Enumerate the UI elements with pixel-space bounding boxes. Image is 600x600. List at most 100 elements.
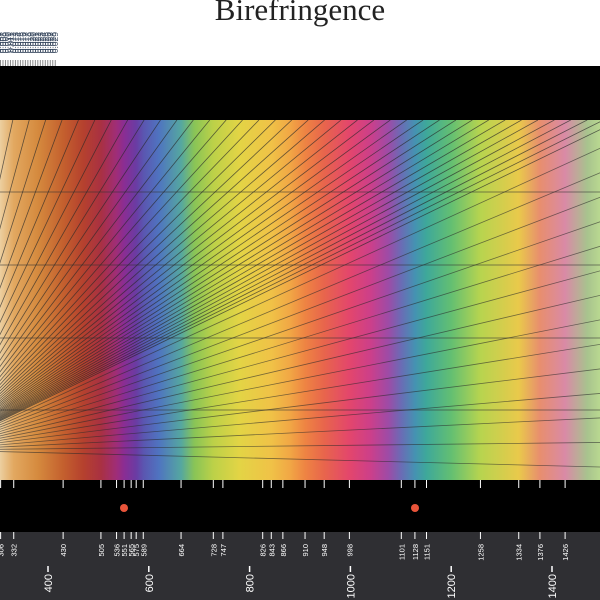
retardation-minor-label: 536 xyxy=(113,544,122,557)
retardation-minor-label: 589 xyxy=(139,544,148,557)
retardation-minor-label: 306 xyxy=(0,544,6,557)
birefringence-line xyxy=(0,120,47,264)
birefringence-line xyxy=(0,120,260,389)
birefringence-line xyxy=(0,120,489,415)
birefringence-line xyxy=(0,120,522,417)
birefringence-tick-label: 0.018 xyxy=(23,32,33,54)
birefringence-line xyxy=(0,120,309,397)
birefringence-line xyxy=(0,245,600,432)
birefringence-tick-label: 0.008 xyxy=(0,32,8,54)
birefringence-tick-label: 0.006 xyxy=(0,32,3,54)
birefringence-scale: 0.006 0.007 0.008 0.009 0.010 0.011 0.012 0.013… xyxy=(0,30,600,66)
retardation-minor-label: 866 xyxy=(279,544,288,557)
birefringence-line xyxy=(0,417,600,448)
birefringence-tick-label: 0.020 xyxy=(28,32,38,54)
retardation-minor-label: 826 xyxy=(259,544,268,557)
birefringence-line xyxy=(0,368,600,444)
retardation-minor-label: 1101 xyxy=(397,544,406,560)
birefringence-line xyxy=(0,120,178,368)
birefringence-tick-label: 0.009 xyxy=(0,32,10,54)
second-order-red-marker xyxy=(410,504,419,512)
top-black-band xyxy=(0,66,600,120)
birefringence-line xyxy=(0,129,600,422)
birefringence-line xyxy=(0,120,473,414)
birefringence-line xyxy=(0,120,96,324)
bottom-black-band xyxy=(0,480,600,532)
retardation-minor-label: 505 xyxy=(97,544,106,557)
birefringence-line xyxy=(0,120,571,420)
birefringence-tick-label: 0.022 xyxy=(33,32,43,54)
birefringence-line xyxy=(0,120,440,411)
birefringence-line xyxy=(0,120,194,373)
birefringence-line xyxy=(0,120,555,419)
birefringence-line xyxy=(0,120,112,336)
retardation-scale: 306 332 430 505 536 551 565 575 589 664 728 747 826 8… xyxy=(0,532,600,600)
birefringence-line xyxy=(0,270,600,435)
retardation-minor-label: 910 xyxy=(301,544,310,557)
retardation-minor-label: 1258 xyxy=(476,544,485,561)
retardation-major-label: 1200 xyxy=(446,574,458,598)
birefringence-line xyxy=(0,120,227,382)
retardation-minor-label: 664 xyxy=(177,544,186,557)
birefringence-line xyxy=(0,120,588,420)
retardation-minor-label: 843 xyxy=(267,544,276,557)
birefringence-line xyxy=(0,120,14,180)
birefringence-line xyxy=(0,451,600,468)
birefringence-line xyxy=(0,120,342,402)
birefringence-line xyxy=(0,120,161,361)
retardation-minor-label: 1376 xyxy=(536,544,545,561)
birefringence-tick-label: 0.011 xyxy=(5,32,15,53)
retardation-minor-label: 998 xyxy=(345,544,354,557)
birefringence-tick-label: 0.023 xyxy=(35,32,45,54)
chart-grid xyxy=(0,120,600,468)
bottom-band-ticks xyxy=(0,480,566,488)
birefringence-line xyxy=(0,172,600,426)
birefringence-tick-label: 0.027 xyxy=(45,32,55,54)
retardation-minor-label: 948 xyxy=(320,544,329,557)
chart-title: Birefringence xyxy=(214,0,386,27)
birefringence-line xyxy=(0,120,79,309)
retardation-minor-label: 747 xyxy=(219,544,228,557)
birefringence-line xyxy=(0,120,211,378)
birefringence-line xyxy=(0,120,424,410)
birefringence-line xyxy=(0,442,600,450)
birefringence-line xyxy=(0,120,129,346)
birefringence-scale-svg: 0.0060.0070.0080.0090.0100.0110.0120.013… xyxy=(0,32,60,66)
birefringence-tick-label: 0.025 xyxy=(40,32,50,54)
retardation-minor-label: 575 xyxy=(132,544,141,557)
birefringence-line xyxy=(0,120,375,405)
birefringence-tick-label: 0.021 xyxy=(30,32,40,54)
first-order-red-marker xyxy=(120,504,129,512)
birefringence-line xyxy=(0,294,600,437)
birefringence-line xyxy=(0,221,600,430)
retardation-major-label: 1400 xyxy=(547,574,559,598)
birefringence-tick-label: 0.007 xyxy=(0,32,5,54)
birefringence-tick-label: 0.029 xyxy=(50,32,60,54)
retardation-major-label: 1000 xyxy=(345,574,357,598)
birefringence-line xyxy=(0,120,457,413)
retardation-major-label: 600 xyxy=(144,574,156,592)
birefringence-line xyxy=(0,120,293,395)
birefringence-line xyxy=(0,120,325,400)
retardation-minor-label: 430 xyxy=(59,544,68,557)
retardation-minor-label: 565 xyxy=(127,544,136,557)
birefringence-tick-label: 0.017 xyxy=(20,32,30,54)
birefringence-line xyxy=(0,319,600,439)
birefringence-line xyxy=(0,147,600,424)
birefringence-tick-label: 0.026 xyxy=(43,32,53,54)
birefringence-line xyxy=(0,120,391,407)
birefringence-line xyxy=(0,121,600,421)
birefringence-tick-label: 0.019 xyxy=(25,32,35,54)
birefringence-tick-label: 0.013 xyxy=(10,32,20,54)
birefringence-tick-label: 0.028 xyxy=(48,32,58,54)
birefringence-line xyxy=(0,120,30,230)
birefringence-line xyxy=(0,120,407,409)
birefringence-line xyxy=(0,120,276,392)
birefringence-line xyxy=(0,393,600,446)
birefringence-tick-label: 0.015 xyxy=(15,32,25,54)
retardation-major-label: 400 xyxy=(43,574,55,592)
birefringence-tick-label: 0.012 xyxy=(8,32,18,54)
birefringence-line xyxy=(0,120,358,404)
retardation-minor-label: 728 xyxy=(209,544,218,557)
